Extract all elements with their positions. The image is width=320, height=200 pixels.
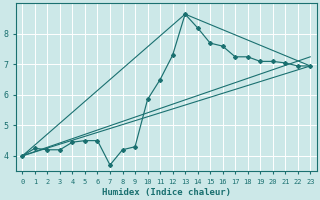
X-axis label: Humidex (Indice chaleur): Humidex (Indice chaleur) <box>102 188 231 197</box>
